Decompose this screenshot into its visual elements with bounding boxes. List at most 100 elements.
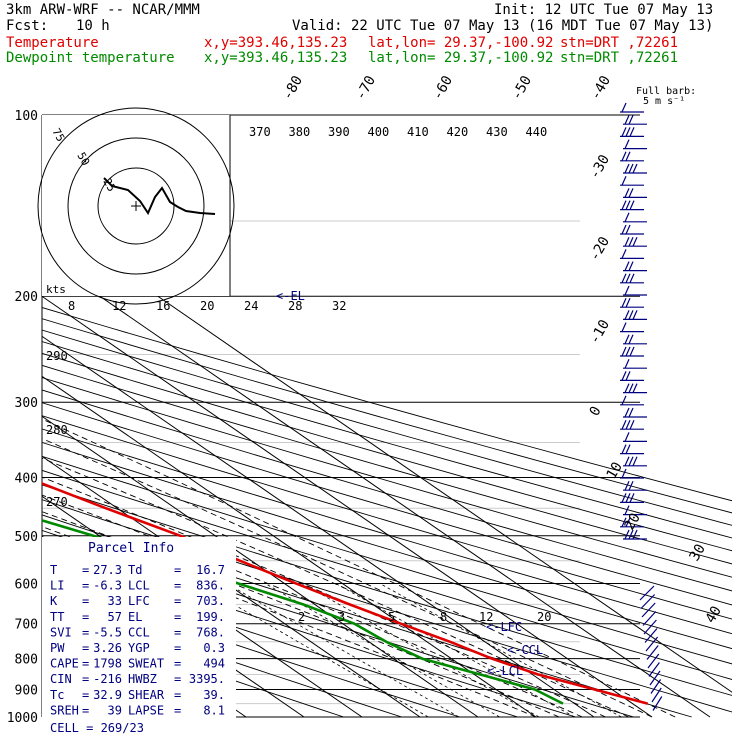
hodograph-kts-label: kts [46, 283, 66, 296]
parcel-key: SWEAT [128, 657, 164, 671]
wind-barb-low [650, 679, 662, 694]
wind-barb-flag [629, 200, 635, 210]
wind-barb-flag [624, 480, 630, 491]
temperature-line [42, 482, 648, 705]
mixing-ratio-label: 8 [440, 610, 447, 624]
hodograph-ring [67, 137, 205, 275]
wind-barb-flag [624, 358, 630, 369]
parcel-value: 199. [196, 610, 225, 624]
dry-adiabat [42, 341, 732, 539]
isotherm-label: -40 [588, 73, 615, 103]
pressure-label: 1000 [7, 711, 38, 726]
wind-barb [623, 285, 647, 296]
model-title: 3km ARW-WRF -- NCAR/MMM [6, 2, 200, 18]
wind-barb [620, 346, 644, 357]
dry-adiabat [42, 415, 732, 620]
wind-barb [620, 175, 644, 186]
dry-adiabat [42, 352, 732, 552]
dewpoint-line [42, 519, 564, 705]
wind-barb-flag [628, 188, 634, 198]
fcst-label: Fcst: [6, 18, 49, 34]
wind-barb-flag [624, 212, 630, 223]
wind-barb-low [640, 594, 656, 609]
wind-barb-flag [625, 419, 631, 430]
theta-label: 380 [289, 125, 311, 139]
wind-barb-flag [625, 346, 631, 357]
parcel-value: -5.5 [93, 625, 122, 639]
parcel-eq: = [82, 672, 89, 686]
dry-adiabat [42, 441, 732, 650]
theta-side-label: 270 [46, 495, 68, 509]
theta-side-label: 280 [46, 423, 68, 437]
legend-dewpoint-xy: x,y=393.46,135.23 [204, 50, 348, 66]
parcel-key: LI [50, 579, 64, 593]
wind-barb [623, 505, 647, 516]
parcel-value: 27.3 [93, 563, 122, 577]
wind-barb-flag [621, 297, 627, 308]
parcel-eq: = [82, 610, 89, 624]
dry-adiabat [42, 364, 732, 565]
dry-adiabat [42, 377, 732, 578]
parcel-key: HWBZ [128, 672, 157, 686]
mixing-ratio-line [264, 583, 500, 718]
wind-barb-flag [632, 456, 638, 467]
parcel-value: -6.3 [93, 579, 122, 593]
parcel-key: Tc [50, 688, 64, 702]
parcel-key: CCL [128, 625, 150, 639]
wind-barb-flag [632, 163, 638, 174]
wind-barb [620, 102, 644, 113]
isotherm-label: -50 [509, 73, 536, 103]
dry-adiabat [42, 329, 732, 526]
speed-axis-label: 32 [332, 299, 346, 313]
wind-barb-flag [632, 310, 638, 320]
dry-adiabat [42, 484, 732, 696]
wind-barb-flag [628, 236, 634, 247]
wind-barb-low [641, 602, 656, 618]
parcel-value: 39 [108, 703, 122, 717]
wind-barb-flag [629, 273, 635, 284]
wind-barb-flag [632, 529, 638, 540]
wind-barb-low [639, 585, 655, 601]
wind-barb [623, 358, 647, 369]
parcel-eq: = [82, 625, 89, 639]
theta-side-label: 290 [46, 349, 68, 363]
wind-barb [623, 480, 647, 491]
isotherm-label: -70 [353, 73, 380, 103]
mixing-ratio-label: 20 [537, 610, 551, 624]
wind-barb-flag [621, 419, 627, 430]
legend-temperature-latlon: lat,lon= 29.37,-100.92 [368, 35, 554, 51]
wind-barb-flag [624, 285, 630, 296]
mixing-ratio-label: 12 [479, 610, 493, 624]
wind-barb-flag [625, 273, 631, 284]
wind-barb-flag [625, 297, 631, 308]
wind-barb-flag [621, 224, 627, 235]
parcel-key: SHEAR [128, 688, 165, 702]
speed-axis-label: 8 [68, 299, 75, 313]
wind-barb-flag [628, 407, 634, 418]
isotherm-label: 0 [587, 404, 605, 419]
parcel-value: 57 [108, 610, 122, 624]
wind-barb-flag [624, 505, 630, 515]
lfc-marker: <-LFC [486, 620, 522, 634]
wind-barb-low [646, 645, 659, 660]
parcel-value: 1798 [93, 657, 122, 671]
parcel-eq: = [174, 594, 181, 608]
parcel-value: 703. [196, 594, 225, 608]
pressure-label: 800 [15, 653, 38, 668]
wind-barb-low [651, 687, 662, 703]
parcel-info-box [42, 537, 236, 720]
wind-barb-flag [621, 493, 627, 503]
wind-barb [620, 200, 644, 211]
wind-barb [623, 261, 647, 272]
legend-temperature: Temperature [6, 35, 99, 51]
wind-barb [620, 517, 644, 528]
wind-barb [620, 493, 644, 503]
wind-barb [623, 529, 647, 540]
parcel-eq: = [174, 625, 181, 639]
wind-barb-flag [624, 383, 630, 393]
wind-barb-flag [621, 273, 627, 284]
parcel-value: 836. [196, 579, 225, 593]
wind-barb-flag [629, 419, 635, 430]
isotherm-label: -10 [587, 317, 614, 347]
wind-barb [623, 407, 647, 418]
